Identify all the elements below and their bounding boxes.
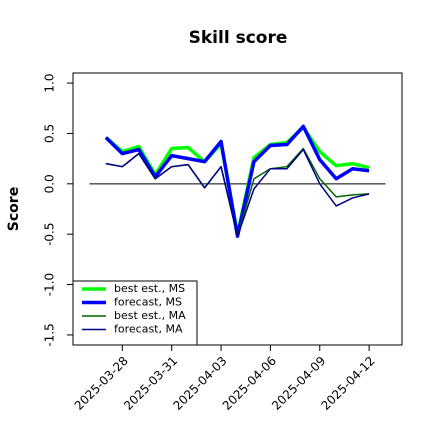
- series-line: [104, 125, 370, 236]
- y-tick-label: 0.5: [43, 124, 57, 143]
- legend-box: [72, 280, 198, 346]
- legend-label: forecast, MA: [114, 323, 183, 336]
- y-axis-label: Score: [6, 187, 22, 231]
- plot-frame: [72, 72, 403, 346]
- y-tick-label: -1.5: [43, 323, 57, 346]
- y-tick-label: -1.0: [43, 273, 57, 296]
- legend-label: best est., MA: [114, 309, 186, 322]
- x-tick-label: 2025-04-12: [318, 354, 377, 413]
- y-tick-label: -0.5: [43, 222, 57, 245]
- series-line: [104, 124, 370, 238]
- legend-label: best est., MS: [114, 282, 185, 295]
- chart-title: Skill score: [189, 28, 288, 48]
- y-tick-label: 0.0: [43, 174, 57, 193]
- legend-label: forecast, MS: [114, 296, 182, 309]
- series-line: [105, 148, 370, 237]
- y-tick-label: 1.0: [43, 74, 57, 93]
